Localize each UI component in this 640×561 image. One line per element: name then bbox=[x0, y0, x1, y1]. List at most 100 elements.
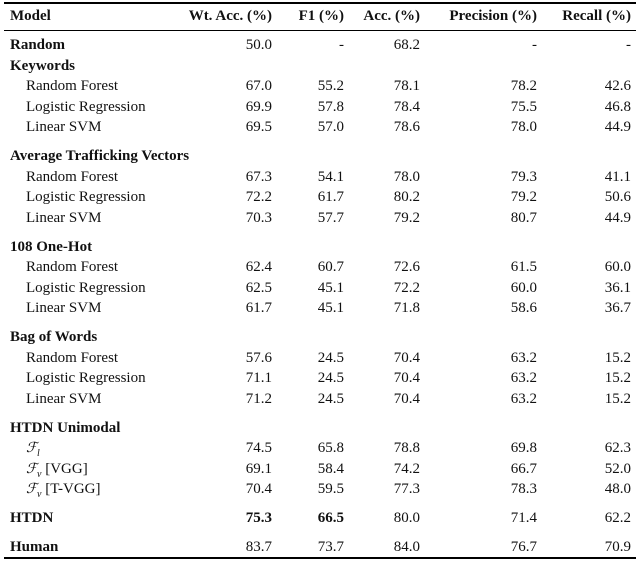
cell-value: 15.2 bbox=[604, 390, 631, 407]
cell-value: 69.1 bbox=[245, 460, 272, 477]
cell-value: 48.0 bbox=[604, 481, 631, 497]
cell-value: 79.3 bbox=[510, 168, 537, 185]
header-rule bbox=[4, 30, 636, 31]
row-label: Random Forest bbox=[26, 78, 119, 94]
section-title: HTDN Unimodal bbox=[10, 419, 121, 436]
row-label: Random Forest bbox=[26, 259, 119, 275]
cell-value: 42.6 bbox=[604, 78, 631, 94]
row-label: ℱv [VGG] bbox=[26, 460, 88, 480]
cell-value: 66.5 bbox=[317, 510, 344, 526]
section-title: 108 One-Hot bbox=[10, 238, 93, 255]
cell-value: 74.5 bbox=[245, 440, 272, 456]
cell-value: 62.2 bbox=[604, 510, 631, 526]
cell-value: 45.1 bbox=[317, 300, 344, 316]
cell-value: 36.1 bbox=[604, 279, 631, 296]
cell-value: 75.3 bbox=[245, 510, 272, 526]
section-title: Keywords bbox=[10, 57, 75, 74]
cell-value: - bbox=[339, 37, 344, 53]
math-symbol: ℱ bbox=[26, 460, 38, 477]
cell-value: 71.4 bbox=[510, 510, 537, 526]
section-title: Bag of Words bbox=[10, 329, 98, 345]
cell-value: 78.1 bbox=[393, 78, 420, 94]
label-suffix: [T-VGG] bbox=[45, 481, 101, 497]
cell-value: 69.5 bbox=[245, 119, 272, 135]
row-label: Logistic Regression bbox=[26, 279, 146, 296]
column-header: Model bbox=[10, 8, 51, 24]
row-label: Logistic Regression bbox=[26, 98, 146, 115]
cell-value: 57.0 bbox=[317, 119, 344, 135]
cell-value: 78.4 bbox=[393, 98, 420, 115]
cell-value: 54.1 bbox=[317, 168, 344, 185]
label-suffix: [VGG] bbox=[45, 460, 88, 477]
cell-value: 62.3 bbox=[604, 440, 631, 456]
cell-value: 57.7 bbox=[317, 209, 344, 226]
math-subscript: l bbox=[37, 448, 40, 459]
column-header: Wt. Acc. (%) bbox=[188, 8, 272, 24]
cell-value: 78.2 bbox=[510, 78, 537, 94]
row-label: Linear SVM bbox=[26, 390, 102, 407]
cell-value: 70.4 bbox=[393, 370, 420, 386]
cell-value: 57.8 bbox=[317, 98, 344, 115]
cell-value: 70.3 bbox=[245, 209, 272, 226]
cell-value: 72.2 bbox=[245, 189, 272, 205]
cell-value: 24.5 bbox=[317, 349, 344, 366]
cell-value: 61.7 bbox=[317, 189, 344, 205]
cell-value: 66.7 bbox=[510, 460, 537, 477]
cell-value: 83.7 bbox=[245, 539, 272, 555]
cell-value: 52.0 bbox=[604, 460, 631, 477]
row-label: Logistic Regression bbox=[26, 189, 146, 205]
cell-value: 74.2 bbox=[393, 460, 420, 477]
math-subscript: v bbox=[37, 489, 42, 500]
cell-value: 60.7 bbox=[317, 259, 344, 275]
cell-value: 75.5 bbox=[510, 98, 537, 115]
math-symbol: ℱ bbox=[26, 481, 38, 497]
cell-value: 63.2 bbox=[510, 370, 537, 386]
cell-value: 72.6 bbox=[393, 259, 420, 275]
cell-value: 57.6 bbox=[245, 349, 272, 366]
cell-value: 15.2 bbox=[604, 349, 631, 366]
cell-value: 69.8 bbox=[510, 440, 537, 456]
row-label: ℱl bbox=[26, 439, 40, 459]
math-subscript: v bbox=[37, 468, 42, 480]
row-label: Random Forest bbox=[26, 349, 119, 366]
row-label: Linear SVM bbox=[26, 209, 102, 226]
cell-value: 80.0 bbox=[393, 510, 420, 526]
section-title: HTDN bbox=[10, 510, 54, 526]
cell-value: 70.9 bbox=[604, 539, 631, 555]
cell-value: 76.7 bbox=[510, 539, 537, 555]
cell-value: 80.2 bbox=[393, 189, 420, 205]
cell-value: 78.6 bbox=[393, 119, 420, 135]
cell-value: 73.7 bbox=[317, 539, 344, 555]
cell-value: 70.4 bbox=[245, 481, 272, 497]
cell-value: 67.0 bbox=[245, 78, 272, 94]
row-label: Logistic Regression bbox=[26, 370, 146, 386]
cell-value: 61.5 bbox=[510, 259, 537, 275]
cell-value: 80.7 bbox=[510, 209, 537, 226]
bottom-rule bbox=[4, 557, 636, 559]
row-label: Random Forest bbox=[26, 168, 119, 185]
column-header: Acc. (%) bbox=[363, 8, 420, 24]
cell-value: 69.9 bbox=[245, 98, 272, 115]
cell-value: 71.8 bbox=[393, 300, 420, 316]
column-header: Precision (%) bbox=[449, 8, 537, 24]
cell-value: 78.0 bbox=[510, 119, 537, 135]
cell-value: 24.5 bbox=[317, 370, 344, 386]
cell-value: 59.5 bbox=[317, 481, 344, 497]
cell-value: 41.1 bbox=[604, 168, 631, 185]
column-header: Recall (%) bbox=[562, 8, 631, 24]
cell-value: 71.1 bbox=[245, 370, 272, 386]
math-symbol: ℱ bbox=[26, 440, 38, 456]
cell-value: 15.2 bbox=[604, 370, 631, 386]
cell-value: - bbox=[626, 37, 631, 53]
cell-value: 44.9 bbox=[604, 209, 631, 226]
cell-value: 78.3 bbox=[510, 481, 537, 497]
cell-value: 58.4 bbox=[317, 460, 344, 477]
top-rule bbox=[4, 2, 636, 4]
cell-value: 62.5 bbox=[245, 279, 272, 296]
cell-value: 44.9 bbox=[604, 119, 631, 135]
cell-value: 62.4 bbox=[245, 259, 272, 275]
cell-value: 58.6 bbox=[510, 300, 537, 316]
cell-value: 79.2 bbox=[393, 209, 420, 226]
cell-value: 63.2 bbox=[510, 390, 537, 407]
cell-value: 50.0 bbox=[245, 37, 272, 53]
